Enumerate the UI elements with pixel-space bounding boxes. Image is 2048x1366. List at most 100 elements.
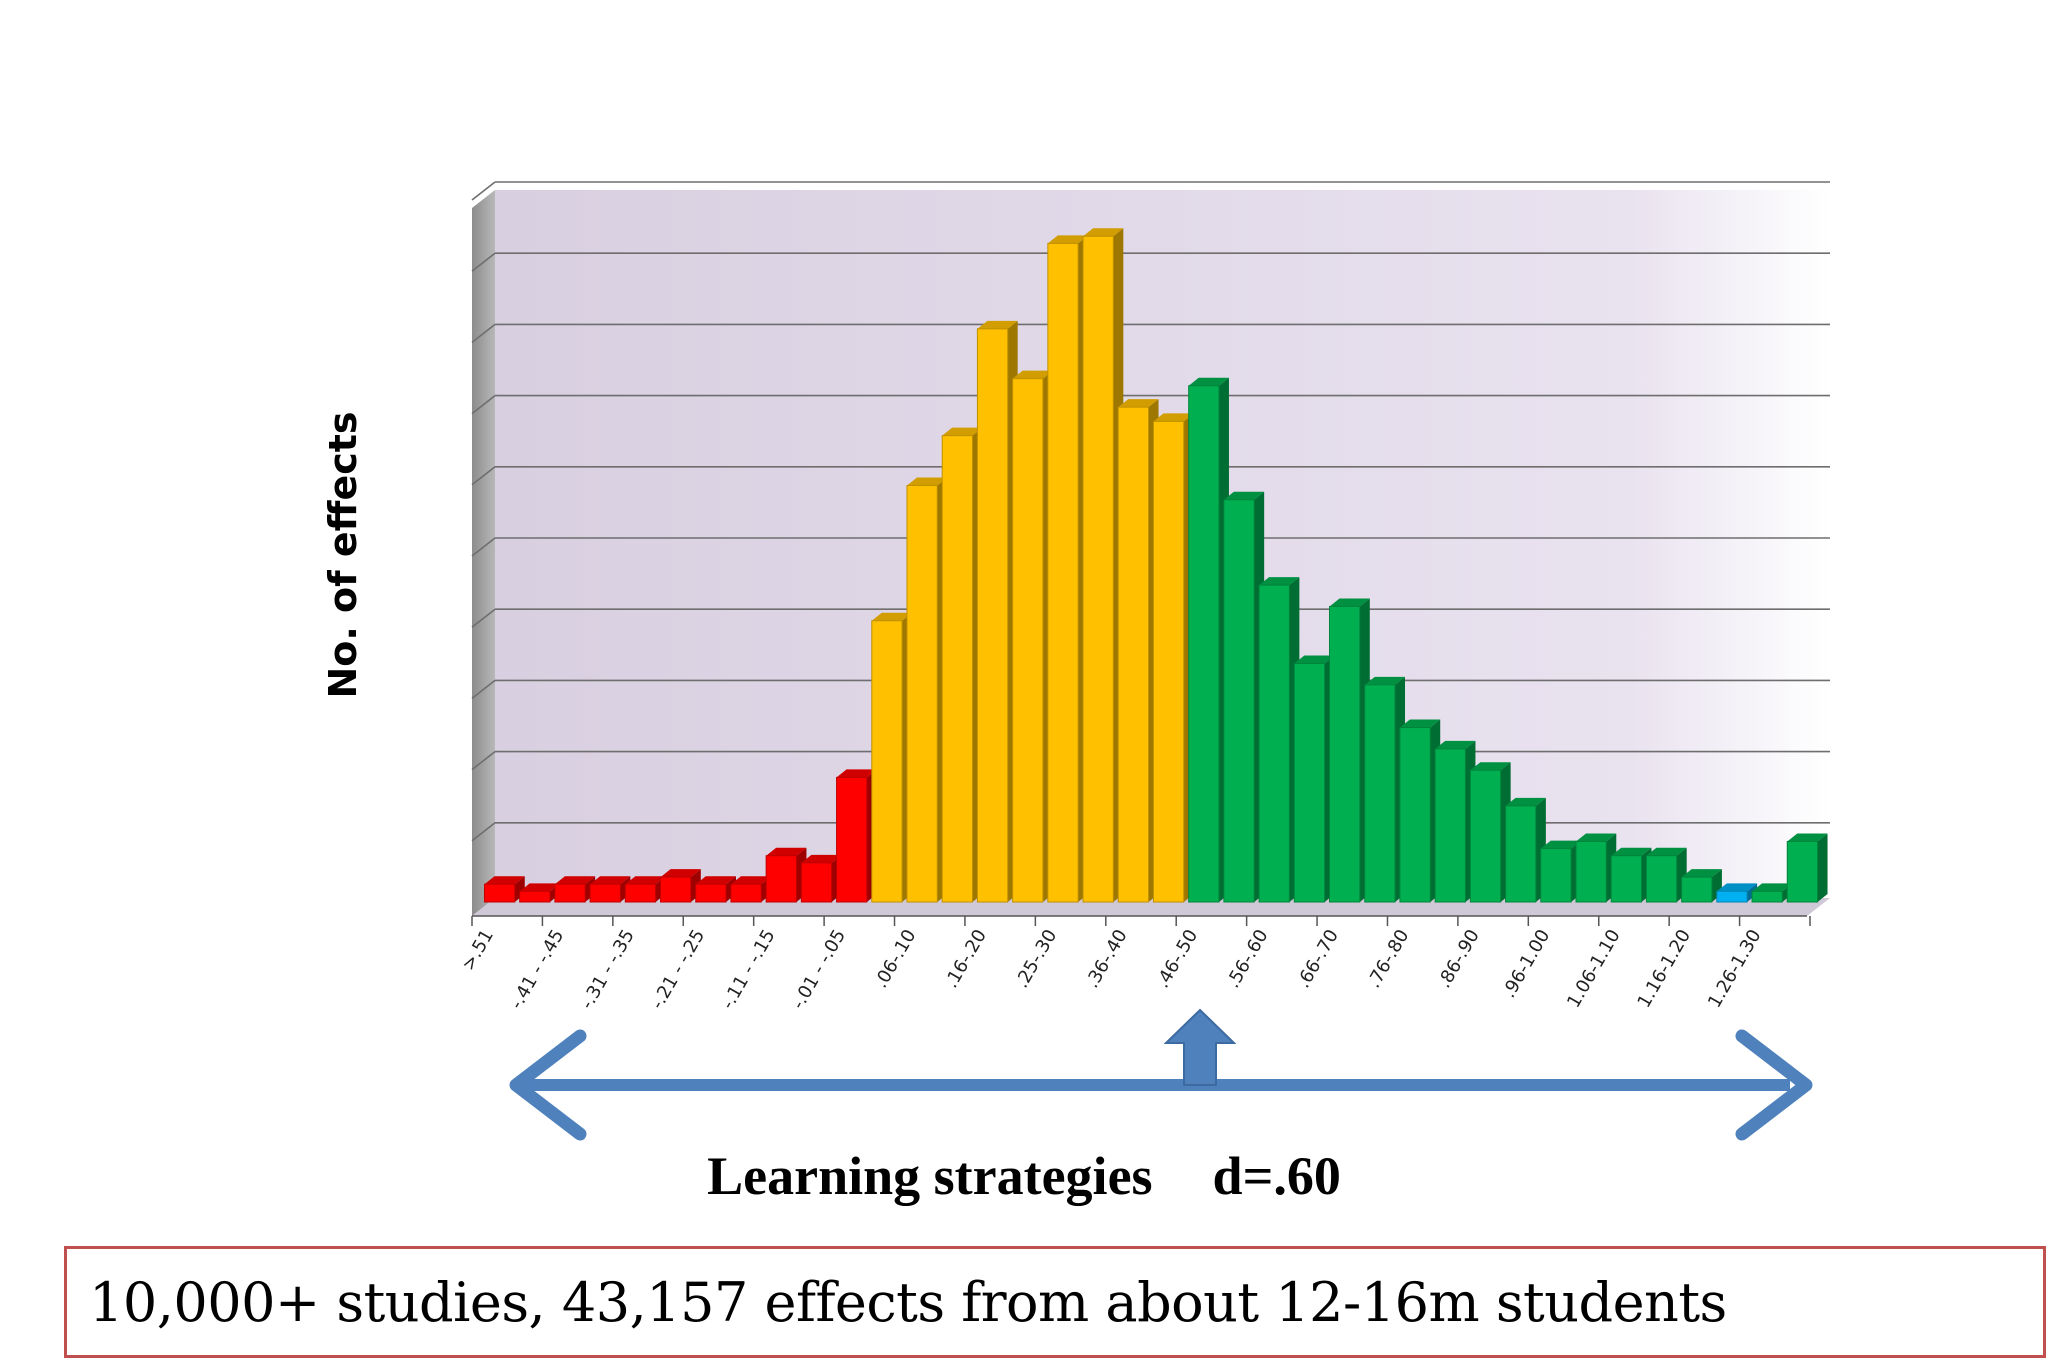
bar-front	[906, 484, 938, 903]
x-tick-label: -.11 - -.15	[717, 926, 779, 1013]
bar-top	[1681, 869, 1722, 878]
bar	[1399, 719, 1441, 903]
bar	[976, 320, 1018, 903]
x-tick-label: .25-.30	[1011, 926, 1061, 992]
grid-line-side	[471, 323, 496, 344]
x-tick-label: -.21 - -.25	[647, 926, 709, 1013]
bar	[554, 876, 596, 903]
x-tick-label: .76-.80	[1363, 926, 1413, 992]
bar	[1223, 491, 1265, 903]
bar-top	[554, 876, 596, 885]
bar-top	[977, 320, 1018, 329]
chart-caption: Learning strategies d=.60	[0, 1145, 2048, 1207]
bar-front	[1188, 385, 1220, 903]
bar-front	[1082, 235, 1114, 903]
bar-front	[1786, 840, 1819, 903]
bar-front	[1399, 727, 1431, 903]
bars	[483, 228, 1828, 903]
bar-top	[1716, 883, 1758, 892]
bar	[589, 876, 631, 903]
grid-line-side	[471, 181, 496, 201]
bar-front	[1751, 890, 1783, 903]
bar-top	[766, 847, 807, 856]
bar-front	[1117, 406, 1150, 903]
bar	[941, 427, 983, 903]
bar-front	[624, 883, 657, 903]
bar-front	[1258, 584, 1290, 903]
bar-front	[519, 890, 551, 903]
bar-front	[1469, 769, 1502, 903]
grid-line-side	[471, 750, 496, 771]
bar	[1012, 370, 1053, 903]
x-tick-label: .86-.90	[1434, 926, 1484, 992]
bar	[1047, 235, 1089, 903]
plot-side-wall	[472, 190, 495, 916]
y-axis-label: No. of effects	[321, 411, 365, 698]
x-tick-label: .66-.70	[1293, 926, 1343, 992]
bar-top	[871, 612, 913, 621]
bar	[1188, 377, 1229, 903]
bar-front	[765, 855, 797, 903]
bar-front	[730, 883, 762, 903]
bar	[765, 847, 807, 903]
info-text: 10,000+ studies, 43,157 effects from abo…	[89, 1271, 1727, 1334]
bar-top	[1259, 577, 1300, 586]
bar-front	[1364, 684, 1396, 903]
bar-top	[660, 869, 701, 878]
bar-front	[1012, 378, 1044, 903]
bar-top	[836, 769, 877, 778]
x-tick-label: 1.26-1.30	[1704, 926, 1766, 1012]
bar	[1575, 833, 1617, 903]
bar-top	[1188, 377, 1229, 386]
bar-top	[1118, 399, 1159, 408]
bar-front	[800, 862, 833, 903]
bar-top	[1646, 847, 1687, 856]
bar	[1152, 413, 1194, 903]
bar-top	[590, 876, 631, 885]
x-axis	[471, 915, 1811, 926]
bar	[1610, 847, 1652, 903]
x-tick-labels: >.51 -.41 - -.45 -.31 - -.35 -.21 - -.25 -.1…	[458, 926, 1766, 1013]
bar	[730, 876, 772, 903]
x-tick-label: .16-.20	[941, 926, 991, 992]
bar-front	[1152, 420, 1185, 903]
bar	[1364, 676, 1406, 903]
bar	[1258, 577, 1300, 903]
arrow-right-head	[1735, 1029, 1813, 1141]
bar	[624, 876, 666, 903]
mean-marker-arrow	[1163, 1008, 1237, 1086]
bar-top	[1470, 762, 1511, 771]
grid-line-side	[471, 537, 496, 557]
bar	[660, 869, 701, 903]
bar	[800, 854, 842, 903]
bar-top	[1364, 676, 1406, 685]
bar	[836, 769, 877, 903]
bar-top	[1575, 833, 1617, 842]
bar-top	[625, 876, 666, 885]
bar-front	[1716, 890, 1748, 903]
x-tick-label: .96-1.00	[1498, 926, 1554, 1002]
bar-top	[1047, 235, 1089, 244]
bar-front	[836, 776, 868, 903]
bar-top	[695, 876, 737, 885]
bar-front	[1610, 855, 1642, 903]
bar-front	[1293, 662, 1326, 903]
bar	[1645, 847, 1687, 903]
bar-front	[941, 435, 973, 903]
bar-top	[906, 477, 948, 486]
x-tick-label: .46-.50	[1152, 926, 1202, 992]
bar	[1117, 399, 1159, 903]
bar	[1786, 833, 1828, 903]
bar-top	[1012, 370, 1053, 379]
grid-line-side	[471, 679, 496, 700]
bar-front	[1540, 848, 1572, 903]
bar-front	[1681, 876, 1713, 903]
x-tick-label: 1.06-1.10	[1563, 926, 1625, 1012]
bar	[483, 876, 525, 903]
grid-line-side	[471, 394, 496, 415]
bar-top	[1223, 491, 1265, 500]
bar-top	[1435, 740, 1476, 749]
bar-top	[801, 854, 842, 863]
grid-line-side	[471, 466, 496, 486]
